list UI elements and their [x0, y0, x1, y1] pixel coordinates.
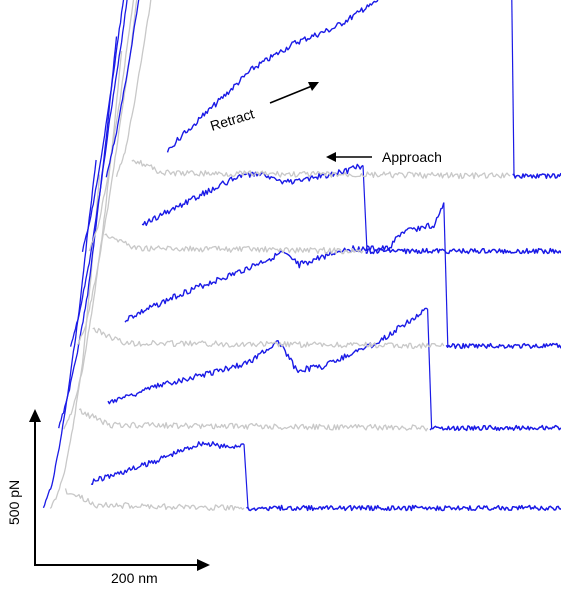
approach-annotation: Approach [326, 149, 442, 165]
retract-rupture [243, 444, 249, 509]
retract-curve-rise [69, 0, 128, 347]
retract-curve-sawtooth [141, 163, 364, 227]
retract-rupture [427, 309, 433, 429]
scale-bars: 500 pN 200 nm [6, 409, 210, 586]
force-curves [42, 0, 561, 512]
retract-rupture [443, 202, 449, 347]
retract-curve-rise [105, 0, 140, 178]
approach-curve-flat [64, 488, 245, 511]
approach-curve-flat [92, 327, 445, 350]
y-scale-label: 500 pN [6, 480, 22, 525]
y-scale-arrow-head [29, 409, 41, 422]
retract-annotation: Retract [208, 82, 319, 134]
retract-baseline [365, 247, 561, 255]
approach-arrow-head [326, 152, 336, 162]
approach-label: Approach [382, 149, 442, 165]
retract-label: Retract [208, 105, 256, 134]
approach-curve-rise [49, 174, 101, 509]
approach-curve-flat [78, 408, 429, 432]
retract-curve-rise [81, 0, 125, 253]
approach-curve-flat [104, 233, 364, 255]
retract-curve-rise [58, 36, 118, 429]
x-scale-label: 200 nm [111, 570, 158, 586]
retract-arrow-head [308, 82, 319, 91]
approach-curve-flat [131, 159, 511, 180]
x-scale-arrow-head [197, 559, 210, 571]
retract-curve-sawtooth [107, 307, 428, 405]
approach-curve-rise [88, 0, 135, 252]
retract-baseline [429, 424, 561, 432]
retract-baseline [512, 172, 561, 180]
approach-curve-rise [115, 0, 152, 177]
retract-curve-sawtooth [124, 202, 445, 323]
retract-curve-sawtooth [90, 441, 245, 485]
retract-baseline [246, 504, 561, 512]
retract-rupture [511, 0, 515, 177]
retract-curve-sawtooth [166, 0, 379, 153]
retract-rupture [362, 165, 368, 252]
retract-baseline [445, 342, 561, 350]
retract-arrow-line [269, 85, 313, 104]
